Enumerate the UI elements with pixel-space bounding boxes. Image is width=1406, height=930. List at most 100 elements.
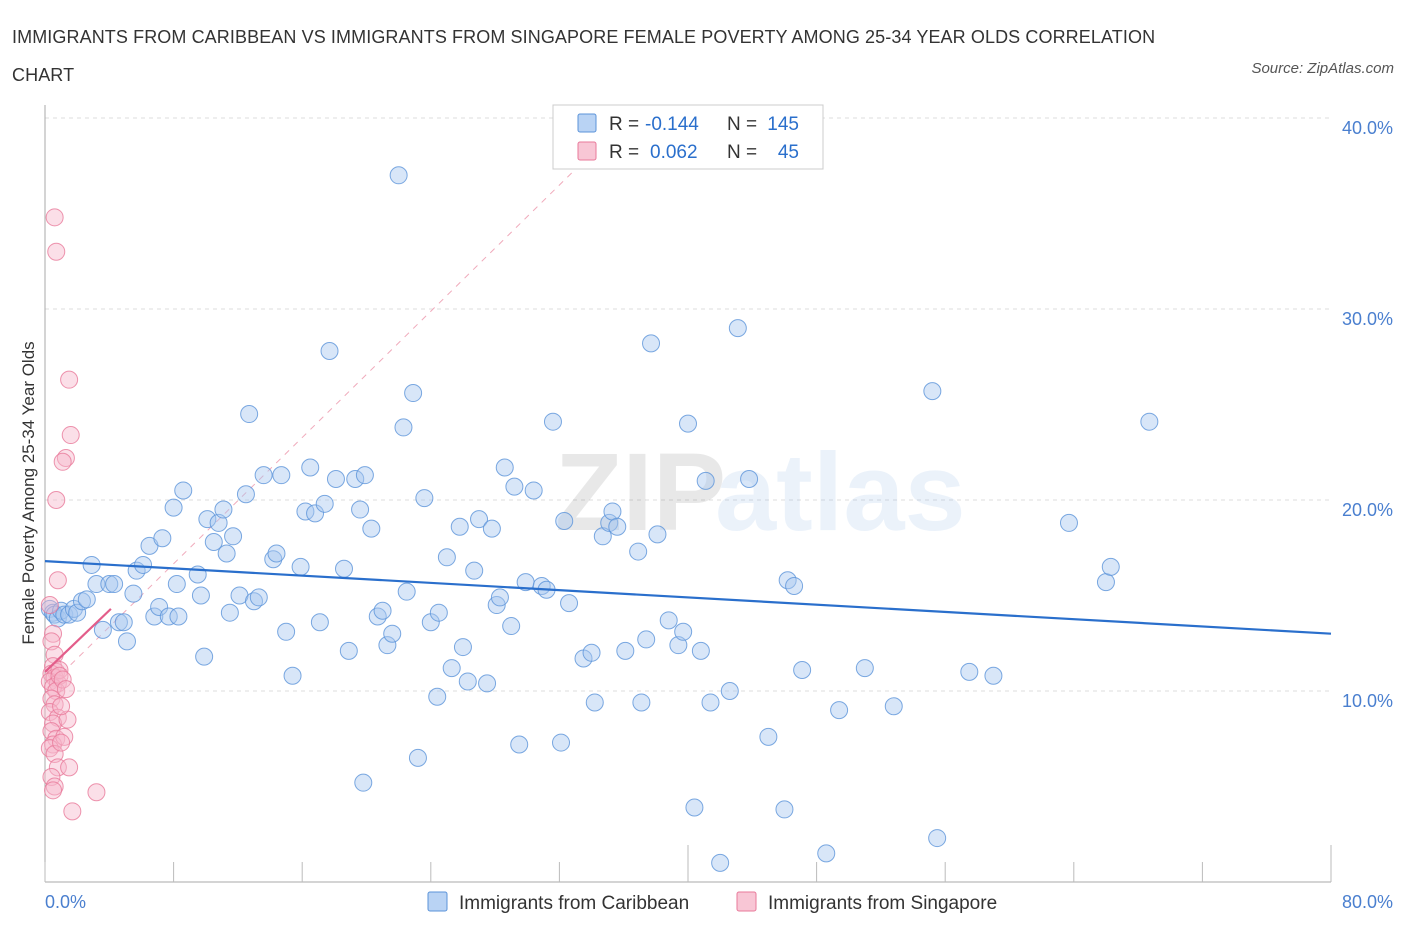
caribbean-point-56 (310, 613, 329, 632)
caribbean-point-37 (214, 500, 233, 519)
caribbean-point-21 (134, 555, 153, 574)
legend-label-singapore: Immigrants from Singapore (768, 893, 997, 914)
caribbean-point-75 (415, 489, 434, 508)
caribbean-point-16 (109, 613, 128, 632)
caribbean-point-140 (1059, 513, 1078, 532)
stats-box: R = -0.144 N = 145 R = 0.062 N = 45 (552, 104, 824, 170)
caribbean-point-143 (1140, 412, 1159, 431)
singapore-point-29 (61, 426, 80, 445)
singapore-point-36 (55, 727, 74, 746)
caribbean-point-108 (608, 517, 627, 536)
caribbean-point-67 (373, 601, 392, 620)
singapore-point-27 (45, 208, 64, 227)
caribbean-point-33 (195, 647, 214, 666)
caribbean-point-138 (960, 662, 979, 681)
caribbean-point-110 (629, 542, 648, 561)
caribbean-point-23 (145, 607, 164, 626)
caribbean-point-101 (560, 594, 579, 613)
caribbean-point-57 (315, 494, 334, 513)
singapore-point-34 (50, 660, 69, 679)
watermark-atlas: atlas (715, 431, 966, 554)
caribbean-point-39 (220, 603, 239, 622)
caribbean-point-115 (659, 611, 678, 630)
singapore-point-28 (60, 370, 79, 389)
caribbean-point-93 (510, 735, 529, 754)
x-tick-label-min: 0.0% (45, 892, 86, 912)
caribbean-point-132 (817, 844, 836, 863)
singapore-point-39 (63, 802, 82, 821)
singapore-point-31 (53, 452, 72, 471)
caribbean-point-87 (482, 519, 501, 538)
caribbean-point-141 (1096, 573, 1115, 592)
caribbean-point-144 (354, 773, 373, 792)
caribbean-point-12 (87, 575, 106, 594)
caribbean-point-66 (368, 607, 387, 626)
caribbean-point-24 (150, 597, 169, 616)
caribbean-point-79 (437, 548, 456, 567)
singapore-point-44 (52, 697, 71, 716)
caribbean-point-90 (495, 458, 514, 477)
caribbean-point-128 (775, 800, 794, 819)
caribbean-point-117 (674, 622, 693, 641)
singapore-point-25 (44, 781, 63, 800)
caribbean-point-36 (209, 513, 228, 532)
caribbean-point-130 (785, 576, 804, 595)
caribbean-point-13 (93, 620, 112, 639)
caribbean-point-17 (114, 613, 133, 632)
stats-n-label-1: N = (727, 114, 757, 135)
caribbean-point-86 (478, 674, 497, 693)
caribbean-point-135 (884, 697, 903, 716)
caribbean-point-14 (100, 575, 119, 594)
reference-diagonal-line (44, 154, 591, 691)
chart-legend: Immigrants from Caribbean Immigrants fro… (427, 891, 997, 914)
caribbean-point-109 (616, 641, 635, 660)
caribbean-point-40 (224, 527, 243, 546)
caribbean-point-100 (555, 512, 574, 531)
caribbean-point-71 (394, 418, 413, 437)
caribbean-point-18 (117, 632, 136, 651)
caribbean-point-58 (320, 342, 339, 361)
y-axis-label: Female Poverty Among 25-34 Year Olds (19, 341, 38, 644)
caribbean-point-98 (543, 412, 562, 431)
singapore-point-37 (52, 733, 71, 752)
caribbean-point-10 (77, 590, 96, 609)
caribbean-point-139 (984, 666, 1003, 685)
singapore-point-0 (40, 596, 59, 615)
caribbean-point-91 (502, 617, 521, 636)
watermark: ZIP atlas (555, 431, 966, 554)
legend-label-caribbean: Immigrants from Caribbean (459, 893, 689, 914)
caribbean-point-122 (701, 693, 720, 712)
singapore-point-33 (48, 571, 67, 590)
grid-layer (45, 117, 1331, 692)
caribbean-point-136 (923, 382, 942, 401)
source-label: Source: ZipAtlas.com (1251, 60, 1394, 77)
legend-swatch-singapore (736, 891, 757, 912)
caribbean-point-131 (793, 660, 812, 679)
caribbean-point-54 (301, 458, 320, 477)
singapore-point-42 (53, 670, 72, 689)
caribbean-point-113 (642, 334, 661, 353)
caribbean-point-60 (334, 559, 353, 578)
caribbean-point-15 (105, 575, 124, 594)
caribbean-point-32 (191, 586, 210, 605)
caribbean-point-77 (428, 687, 447, 706)
caribbean-point-121 (696, 471, 715, 490)
caribbean-point-38 (217, 544, 236, 563)
singapore-point-26 (47, 242, 66, 261)
axis-layer (44, 105, 1332, 883)
caribbean-point-70 (389, 166, 408, 185)
caribbean-point-120 (691, 641, 710, 660)
caribbean-point-65 (362, 519, 381, 538)
caribbean-point-83 (458, 672, 477, 691)
caribbean-point-62 (346, 469, 365, 488)
caribbean-point-73 (404, 384, 423, 403)
caribbean-point-26 (159, 607, 178, 626)
singapore-point-16 (44, 714, 63, 733)
caribbean-point-82 (453, 638, 472, 657)
caribbean-point-80 (442, 659, 461, 678)
caribbean-point-95 (524, 481, 543, 500)
caribbean-point-72 (397, 582, 416, 601)
caribbean-point-119 (685, 798, 704, 817)
singapore-point-1 (44, 624, 63, 643)
caribbean-point-50 (277, 622, 296, 641)
